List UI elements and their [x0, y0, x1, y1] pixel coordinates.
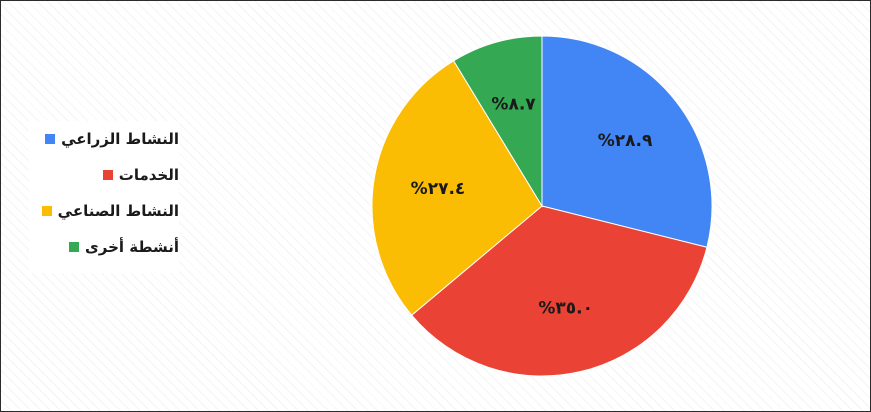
- slice-value-label: %٣٥.٠: [538, 299, 593, 319]
- slice-value-label: %٢٧.٤: [411, 179, 466, 199]
- legend-swatch: [102, 170, 113, 180]
- legend-item-other: أنشطة أخرى: [29, 233, 179, 261]
- legend-item-agriculture: النشاط الزراعي: [29, 125, 179, 153]
- pie-slices: [371, 35, 713, 377]
- slice-industry: [371, 60, 543, 316]
- slice-agriculture: [541, 35, 713, 248]
- legend-label: أنشطة أخرى: [85, 238, 179, 256]
- slice-value-label: %٢٨.٩: [598, 131, 653, 151]
- legend-item-services: الخدمات: [29, 161, 179, 189]
- slice-other: [452, 35, 543, 208]
- legend-item-industry: النشاط الصناعي: [29, 197, 179, 225]
- pie-labels: %٢٨.٩ %٣٥.٠ %٢٧.٤ %٨.٧: [411, 95, 653, 319]
- slice-value-label: %٨.٧: [491, 95, 536, 115]
- slice-services: [410, 205, 708, 377]
- legend-label: الخدمات: [118, 166, 179, 184]
- legend: النشاط الزراعي الخدمات النشاط الصناعي أن…: [29, 121, 179, 273]
- legend-swatch: [45, 134, 56, 144]
- legend-label: النشاط الصناعي: [57, 202, 179, 220]
- legend-label: النشاط الزراعي: [61, 130, 179, 148]
- legend-swatch: [69, 242, 79, 252]
- legend-swatch: [41, 206, 52, 216]
